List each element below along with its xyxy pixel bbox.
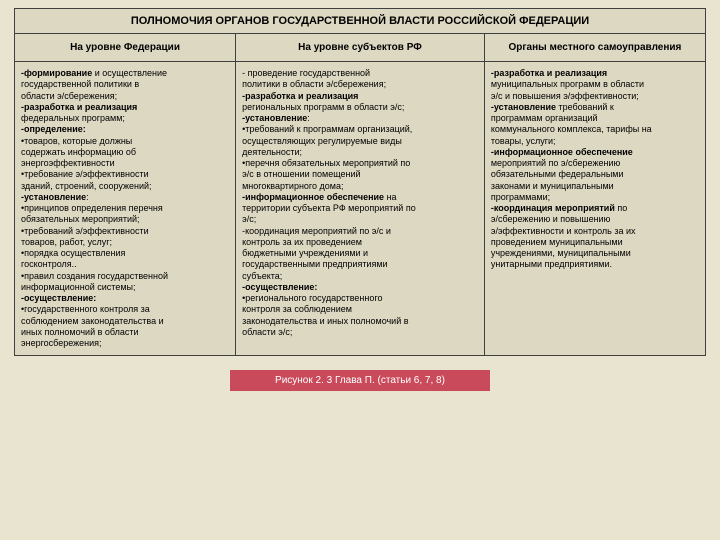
table-container: ПОЛНОМОЧИЯ ОРГАНОВ ГОСУДАРСТВЕННОЙ ВЛАСТ…	[14, 8, 706, 391]
col-body-3: -разработка и реализациямуниципальных пр…	[484, 62, 705, 356]
col-header-1: На уровне Федерации	[15, 34, 236, 62]
powers-table: ПОЛНОМОЧИЯ ОРГАНОВ ГОСУДАРСТВЕННОЙ ВЛАСТ…	[14, 8, 706, 356]
table-title: ПОЛНОМОЧИЯ ОРГАНОВ ГОСУДАРСТВЕННОЙ ВЛАСТ…	[15, 9, 706, 34]
col-body-2: - проведение государственнойполитики в о…	[236, 62, 485, 356]
col-header-2: На уровне субъектов РФ	[236, 34, 485, 62]
figure-caption: Рисунок 2. 3 Глава П. (статьи 6, 7, 8)	[230, 370, 490, 391]
col-body-1: -формирование и осуществлениегосударстве…	[15, 62, 236, 356]
col-header-3: Органы местного самоуправления	[484, 34, 705, 62]
